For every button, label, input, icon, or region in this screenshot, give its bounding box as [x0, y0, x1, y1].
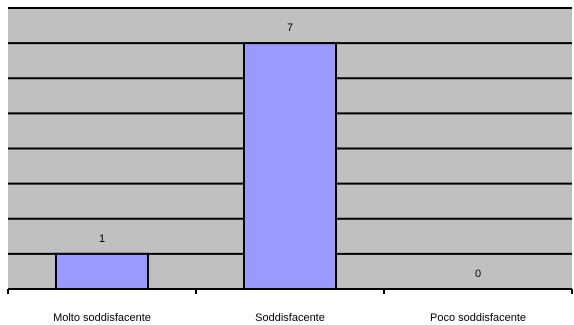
data-label: 7 — [287, 22, 293, 34]
x-tick-label: Molto soddisfacente — [53, 312, 151, 324]
x-axis — [7, 288, 573, 294]
data-label: 0 — [475, 268, 481, 280]
data-label: 1 — [99, 233, 105, 245]
x-tick-label: Soddisfacente — [255, 312, 325, 324]
x-tick-labels: Molto soddisfacente Soddisfacente Poco sod… — [53, 312, 526, 324]
data-labels: 1 7 0 — [99, 22, 481, 280]
x-tick-label: Poco soddisfacente — [430, 312, 526, 324]
bar — [243, 42, 337, 290]
bars — [55, 42, 337, 290]
bar — [55, 252, 149, 290]
